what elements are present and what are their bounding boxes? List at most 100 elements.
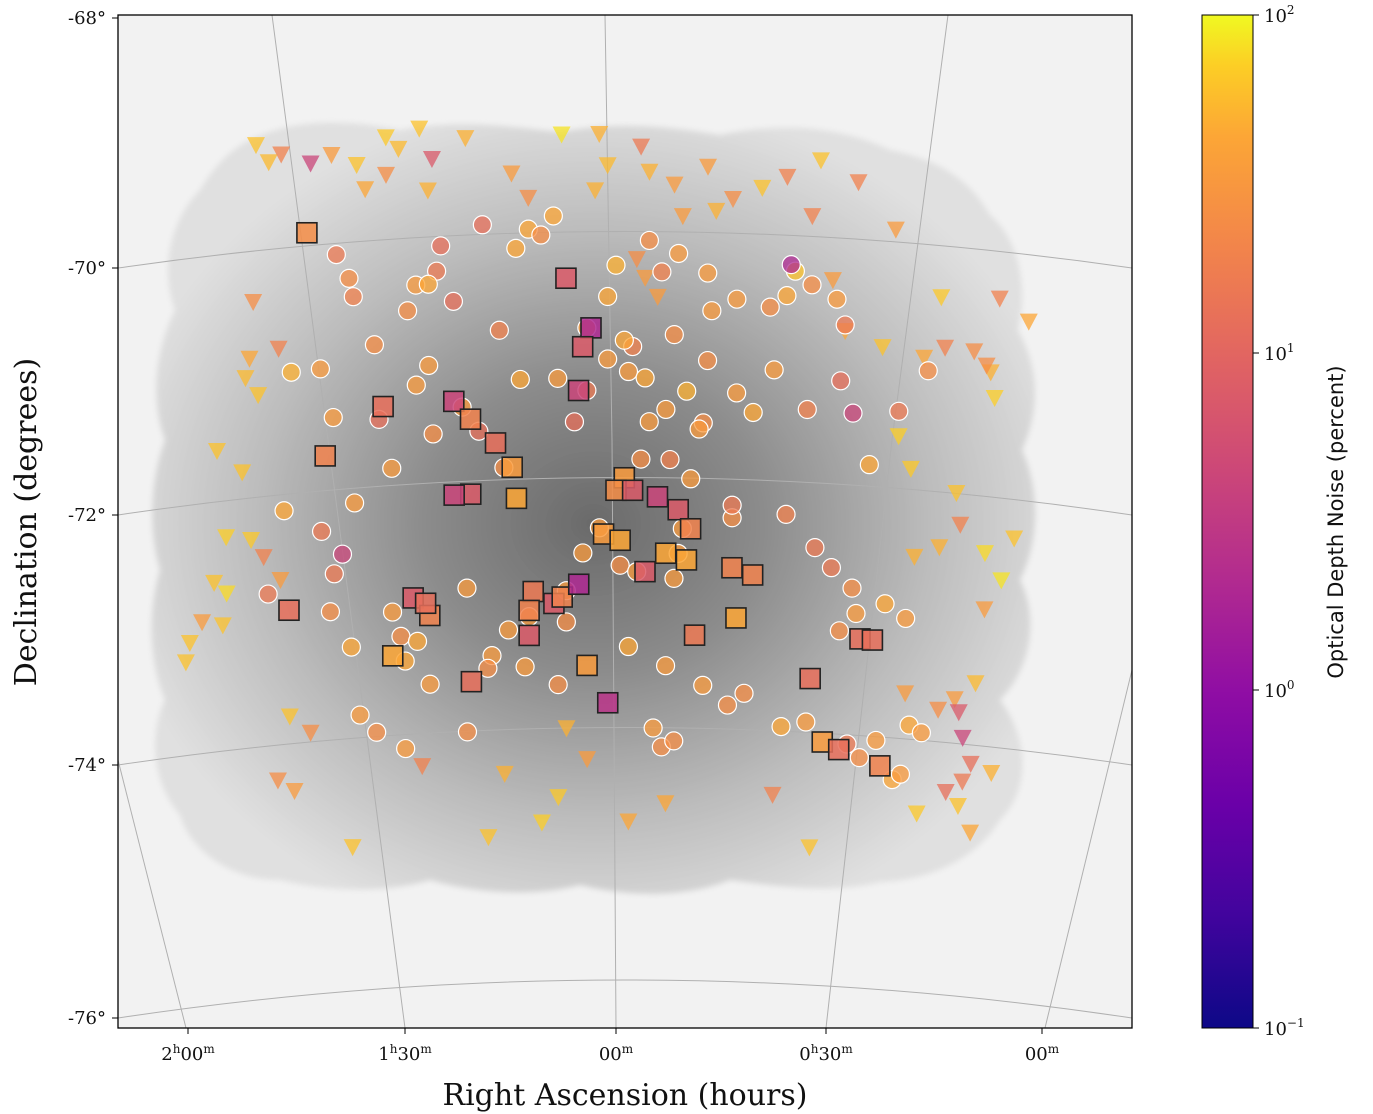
triangle-marker [778, 168, 797, 186]
square-marker [609, 529, 631, 552]
markers [176, 120, 1038, 857]
circle-marker [698, 263, 718, 283]
circle-marker [382, 602, 403, 622]
circle-marker [606, 255, 626, 275]
circle-marker [457, 722, 478, 742]
colorbar-tick: 101 [1253, 341, 1295, 365]
triangle-marker [422, 150, 441, 168]
triangle-marker [322, 147, 341, 165]
triangle-marker [985, 389, 1004, 407]
triangle-marker [590, 126, 609, 144]
circle-marker [420, 674, 440, 694]
square-marker [725, 607, 747, 629]
circle-marker [350, 705, 370, 725]
triangle-marker [636, 269, 655, 287]
circle-marker [697, 350, 718, 371]
circle-marker [489, 320, 509, 340]
square-marker [381, 645, 404, 667]
circle-marker [689, 419, 709, 439]
y-tick: -70° [68, 258, 118, 279]
x-tick-label: 0h30m [799, 1042, 853, 1065]
triangle-marker [905, 548, 924, 566]
triangle-marker [347, 157, 366, 175]
triangle-marker [936, 783, 955, 801]
triangle-marker [213, 617, 232, 635]
triangle-marker [965, 343, 984, 361]
y-tick-label: -74° [68, 755, 106, 776]
circle-marker [859, 455, 879, 475]
triangle-marker [244, 293, 263, 311]
colorbar-tick-label: 10−1 [1264, 1016, 1305, 1040]
triangle-marker [889, 428, 908, 446]
triangle-marker [975, 545, 994, 563]
circle-marker [443, 291, 464, 311]
triangle-marker [699, 158, 718, 176]
triangle-marker [627, 251, 646, 269]
triangle-marker [961, 824, 980, 842]
x-tick: 1h30m [378, 1028, 432, 1065]
triangle-marker [180, 634, 199, 652]
square-marker [576, 654, 598, 677]
square-marker [654, 542, 677, 565]
circle-marker [835, 315, 855, 335]
circle-marker [643, 718, 663, 738]
triangle-marker [953, 773, 972, 791]
square-marker [443, 484, 465, 506]
square-marker [861, 629, 884, 651]
triangle-marker [280, 708, 299, 726]
triangle-marker [301, 155, 320, 173]
square-marker [567, 573, 590, 596]
circle-marker [760, 297, 780, 317]
circle-marker [805, 538, 825, 558]
triangle-marker [648, 288, 667, 306]
circle-marker [821, 558, 842, 578]
y-tick-label: -70° [68, 258, 106, 279]
triangle-marker [208, 442, 226, 460]
x-tick-label: 00m [599, 1042, 634, 1065]
square-marker [869, 755, 891, 777]
square-marker [675, 549, 698, 571]
triangle-marker [236, 370, 255, 388]
triangle-marker [418, 182, 437, 200]
triangle-marker [552, 126, 571, 144]
circle-marker [310, 359, 331, 379]
circle-marker [631, 449, 651, 469]
circle-marker [614, 330, 634, 350]
circle-marker [543, 206, 563, 226]
circle-marker [367, 722, 387, 742]
triangle-marker [301, 724, 320, 742]
colorbar-tick-label: 101 [1264, 341, 1295, 365]
triangle-marker [811, 152, 830, 170]
y-tick: -68° [68, 8, 118, 29]
circle-marker [431, 236, 451, 256]
circle-marker [660, 449, 680, 470]
triangle-marker [632, 138, 651, 156]
circle-marker [397, 301, 418, 321]
square-marker [827, 738, 850, 761]
circle-marker [734, 683, 754, 703]
triangle-marker [519, 189, 538, 207]
x-axis-label: Right Ascension (hours) [443, 1078, 808, 1113]
triangle-marker [763, 786, 782, 804]
y-tick: -76° [68, 1008, 118, 1029]
square-marker [667, 498, 690, 521]
square-marker [571, 335, 594, 358]
circle-marker [652, 262, 672, 282]
circle-marker [717, 695, 738, 715]
circle-marker [258, 584, 278, 604]
triangle-marker [254, 549, 273, 567]
triangle-marker [343, 839, 362, 857]
triangle-marker [915, 349, 934, 367]
triangle-marker [240, 350, 259, 368]
circle-marker [274, 501, 294, 521]
triangle-marker [929, 701, 948, 719]
square-marker [443, 390, 465, 413]
square-marker [518, 624, 540, 647]
circle-marker [693, 675, 713, 696]
triangle-marker [578, 751, 597, 769]
circle-marker [498, 620, 519, 640]
triangle-marker [205, 574, 224, 592]
circle-marker [344, 493, 365, 513]
circle-marker [889, 401, 909, 421]
circle-marker [771, 717, 791, 737]
